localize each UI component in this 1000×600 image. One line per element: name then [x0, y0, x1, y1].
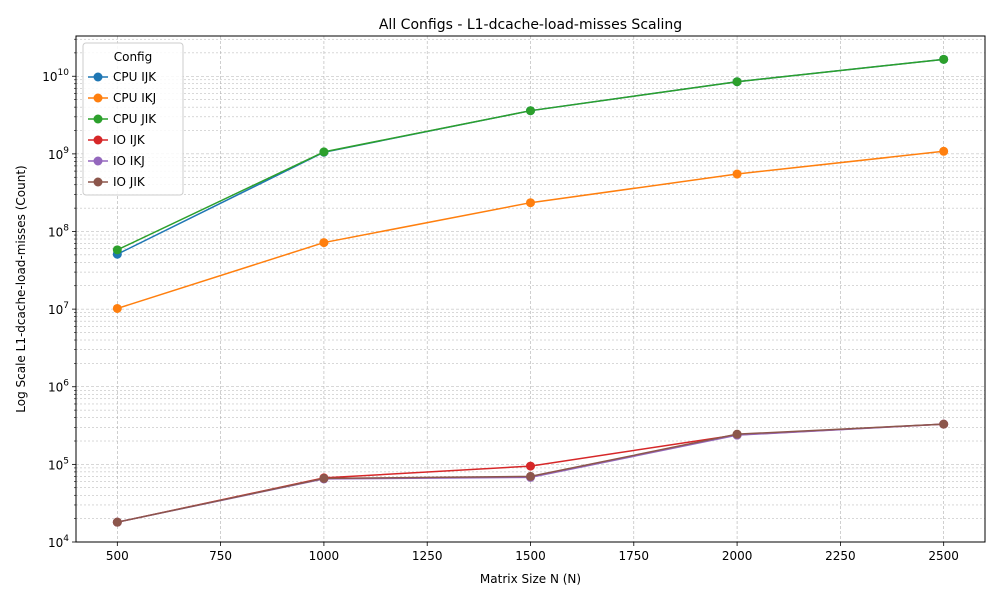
- y-axis: 104 105 106 107 108 109 1010: [42, 38, 76, 550]
- legend-title: Config: [114, 50, 153, 64]
- x-tick-label: 1500: [515, 549, 546, 563]
- x-axis: 500 750 1000 1250 1500 1750 2000 2250 2500: [106, 542, 959, 563]
- data-point: [319, 147, 329, 157]
- data-point: [939, 54, 949, 64]
- data-point: [526, 198, 535, 208]
- legend: Config CPU IJK CPU IKJ CPU JIK IO IJK IO IKJ…: [82, 42, 184, 196]
- data-point: [319, 238, 329, 248]
- legend-label: CPU JIK: [113, 112, 157, 126]
- x-tick-label: 2500: [928, 549, 959, 563]
- x-tick-label: 1250: [412, 549, 443, 563]
- legend-label: CPU IKJ: [113, 91, 156, 105]
- legend-marker: [93, 114, 103, 124]
- series-layer: [112, 54, 949, 527]
- x-tick-label: 1000: [309, 549, 340, 563]
- legend-marker: [93, 135, 103, 145]
- legend-label: IO IJK: [113, 133, 146, 147]
- minor-grid: [76, 38, 985, 519]
- data-point: [112, 303, 122, 313]
- x-tick-label: 1750: [619, 549, 650, 563]
- x-tick-label: 2250: [825, 549, 856, 563]
- data-point: [112, 245, 122, 255]
- y-tick-label: 109: [48, 146, 69, 162]
- data-point: [939, 419, 949, 429]
- data-point: [112, 517, 122, 527]
- y-tick-label: 104: [48, 534, 69, 550]
- legend-marker: [93, 72, 103, 82]
- y-axis-label: Log Scale L1-dcache-load-misses (Count): [14, 165, 28, 412]
- legend-label: IO JIK: [113, 175, 146, 189]
- legend-marker: [93, 93, 103, 103]
- data-point: [732, 77, 742, 87]
- y-tick-label: 106: [48, 379, 69, 395]
- data-point: [732, 169, 742, 179]
- legend-label: IO IKJ: [113, 154, 145, 168]
- data-point: [939, 146, 949, 156]
- x-tick-label: 2000: [722, 549, 753, 563]
- y-tick-label: 107: [48, 301, 69, 317]
- data-point: [526, 471, 535, 481]
- y-tick-label: 1010: [42, 68, 69, 84]
- data-point: [526, 461, 535, 471]
- data-point: [732, 429, 742, 439]
- legend-items: CPU IJK CPU IKJ CPU JIK IO IJK IO IKJ IO JIK: [88, 70, 157, 189]
- y-tick-label: 105: [48, 456, 69, 472]
- x-tick-label: 500: [106, 549, 129, 563]
- legend-box: [82, 42, 184, 196]
- legend-label: CPU IJK: [113, 70, 157, 84]
- legend-marker: [93, 156, 103, 166]
- chart-title: All Configs - L1-dcache-load-misses Scal…: [379, 17, 682, 33]
- data-point: [319, 473, 329, 483]
- y-tick-label: 108: [48, 223, 69, 239]
- x-axis-label: Matrix Size N (N): [480, 572, 581, 586]
- x-tick-label: 750: [209, 549, 232, 563]
- legend-marker: [93, 177, 103, 187]
- data-point: [526, 106, 535, 116]
